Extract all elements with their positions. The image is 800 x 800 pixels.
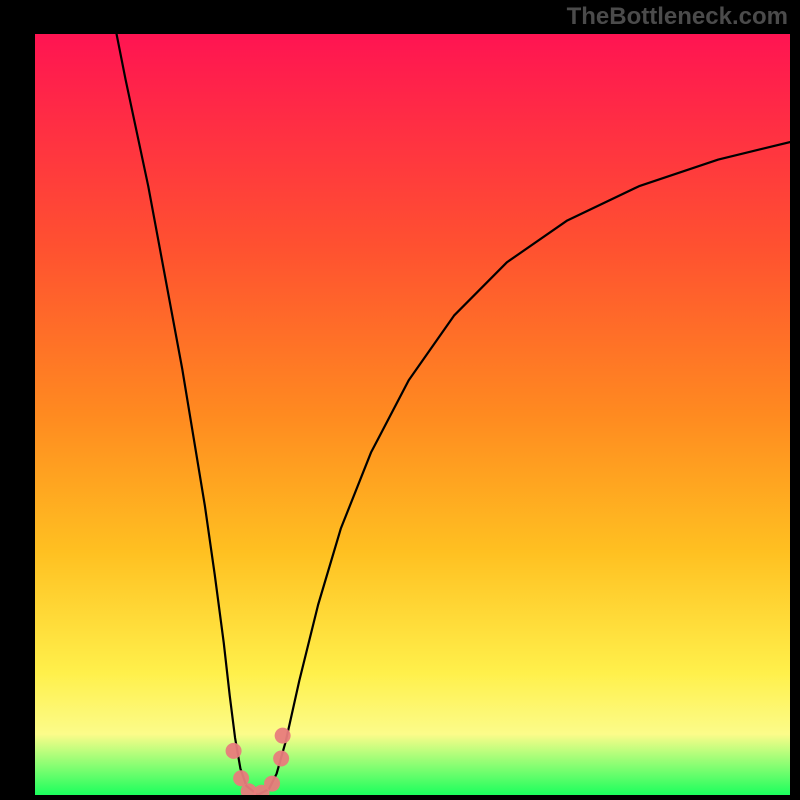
chart-stage: TheBottleneck.com [0, 0, 800, 800]
marker-dot [273, 750, 289, 766]
marker-dot [241, 783, 257, 795]
marker-dot [254, 785, 270, 795]
marker-dot [275, 728, 291, 744]
bottleneck-curve [117, 34, 790, 795]
marker-dot [226, 743, 242, 759]
marker-group [226, 728, 291, 795]
marker-dot [233, 770, 249, 786]
marker-dot [264, 776, 280, 792]
attribution-label: TheBottleneck.com [567, 3, 788, 31]
plot-area [35, 34, 790, 795]
plot-svg [35, 34, 790, 795]
